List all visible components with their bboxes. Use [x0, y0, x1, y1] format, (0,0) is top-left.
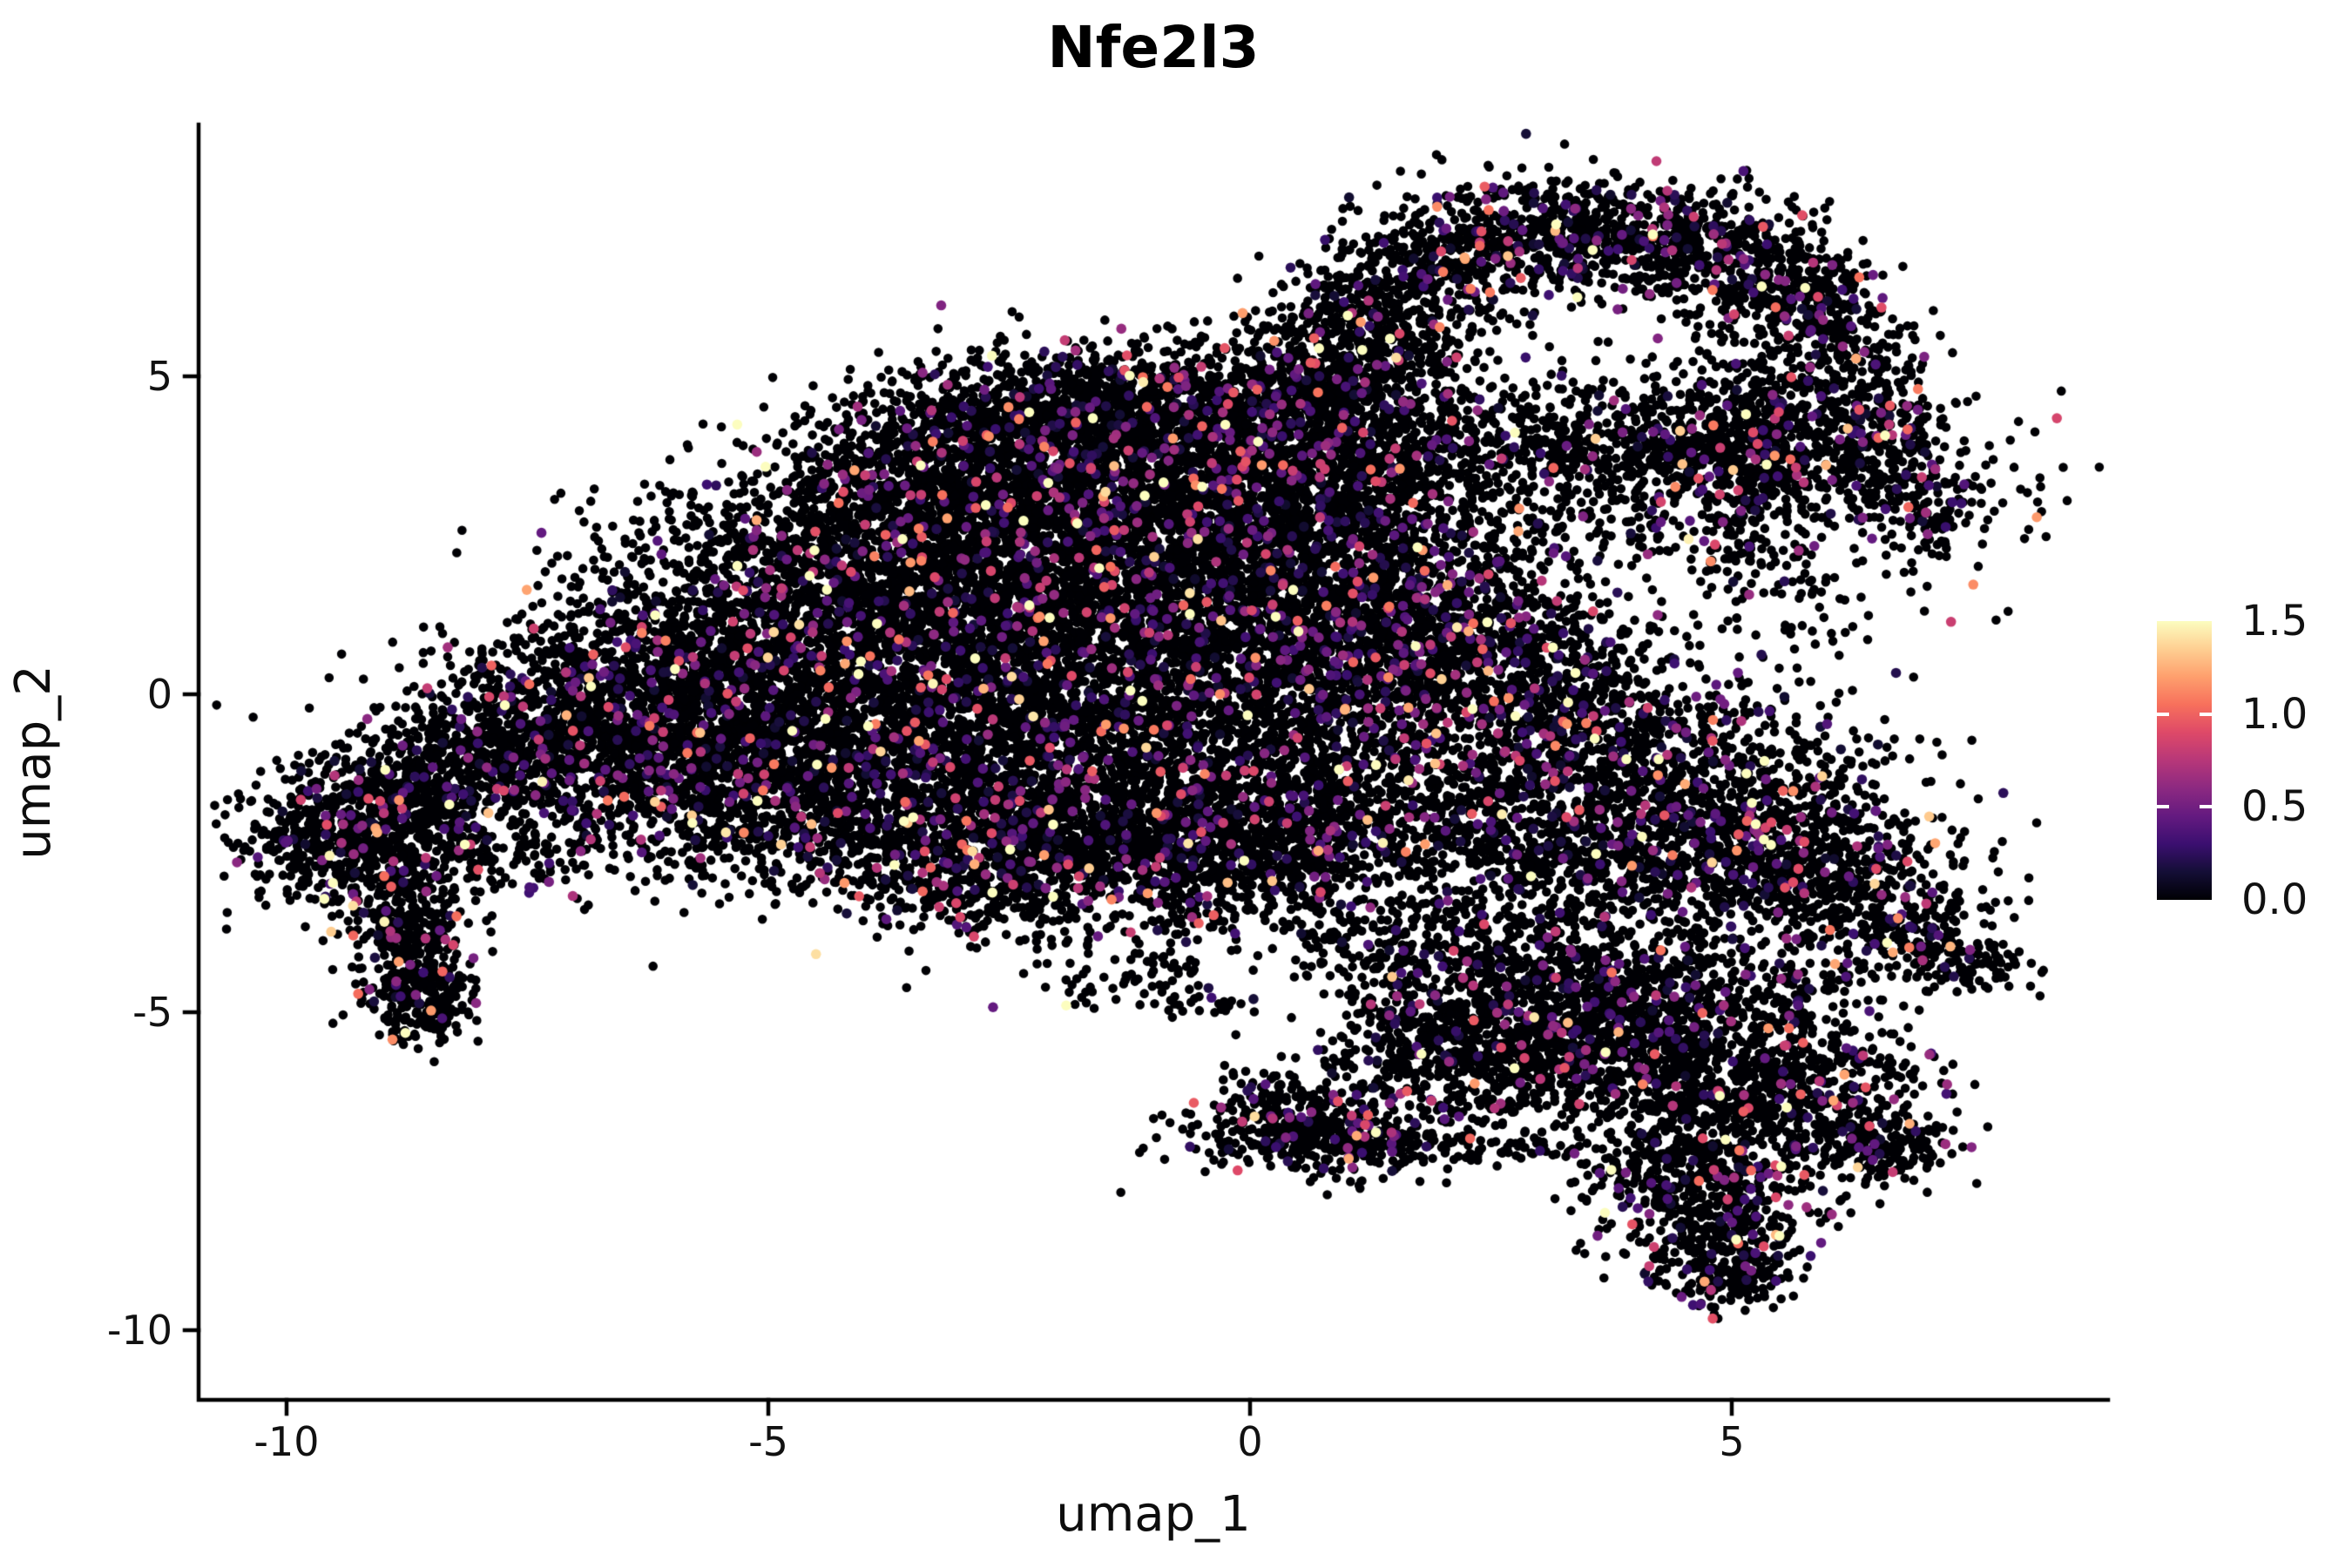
colorbar-tick-label: 1.0: [2241, 689, 2308, 739]
x-axis-label: umap_1: [1056, 1486, 1251, 1543]
colorbar-tick-mark: [2200, 805, 2212, 809]
colorbar-tick-label: 0.5: [2241, 782, 2308, 832]
y-tick-label: -5: [132, 989, 172, 1036]
x-tick-label: 0: [1237, 1418, 1263, 1465]
x-tick-label: -10: [253, 1418, 320, 1465]
colorbar-tick-mark: [2200, 712, 2212, 716]
colorbar-tick-mark: [2157, 805, 2169, 809]
plot-title: Nfe2l3: [1047, 14, 1260, 81]
colorbar-tick-label: 0.0: [2241, 875, 2308, 924]
colorbar-gradient: [2157, 621, 2212, 900]
x-tick-label: 5: [1719, 1418, 1745, 1465]
y-tick-label: 0: [146, 671, 172, 718]
colorbar-tick-label: 1.5: [2241, 597, 2308, 645]
x-tick-label: -5: [748, 1418, 788, 1465]
y-tick-label: -10: [106, 1307, 172, 1354]
colorbar-tick-mark: [2157, 712, 2169, 716]
y-tick-label: 5: [146, 353, 172, 400]
